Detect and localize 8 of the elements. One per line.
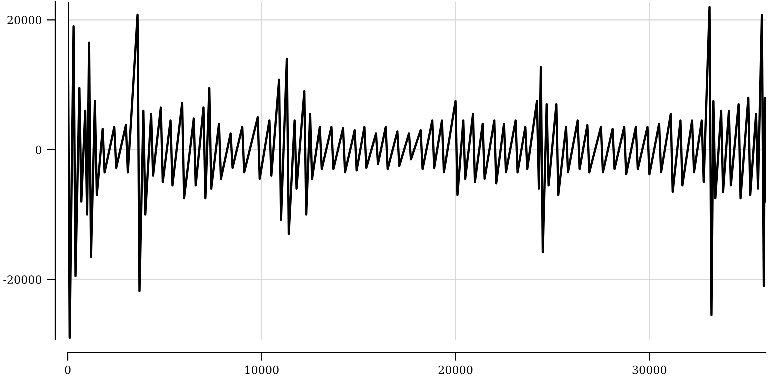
x-tick-label: 0 [65, 366, 71, 374]
line-series [68, 2, 766, 340]
x-tick-label: 10000 [246, 366, 279, 374]
x-tick-label: 20000 [438, 366, 473, 374]
y-tick-label: 20000 [8, 16, 42, 25]
y-tick-label: 0 [36, 146, 42, 154]
x-tick-label: 30000 [632, 366, 667, 374]
y-tick-label: -20000 [4, 276, 42, 284]
